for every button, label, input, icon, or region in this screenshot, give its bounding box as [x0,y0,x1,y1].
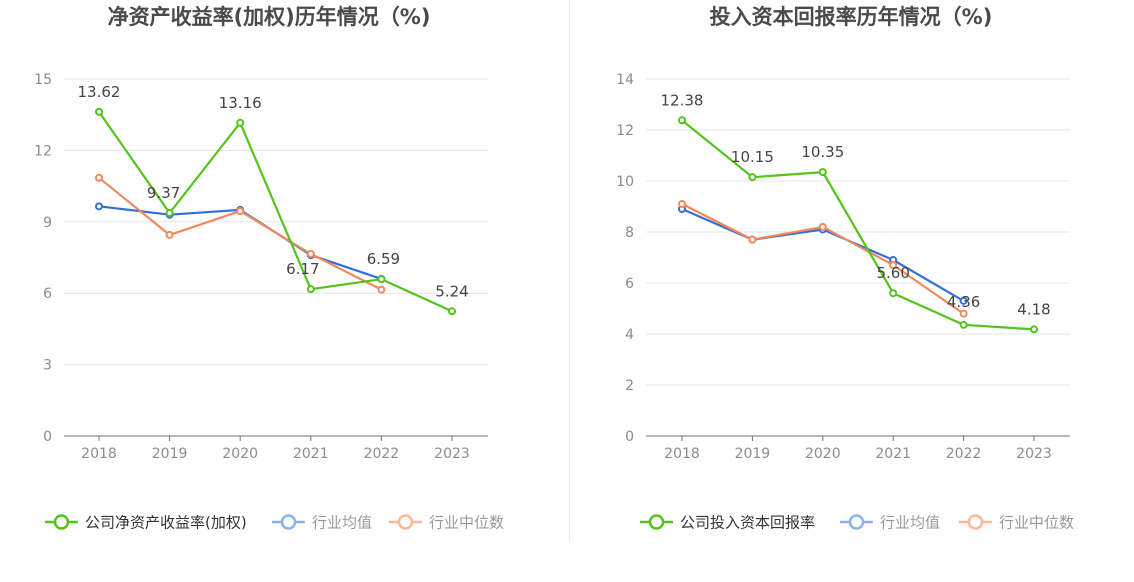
chart-2: 投入资本回报率历年情况（%) 0 2 4 6 8 10 12 14 2018 2019 2020 202… [616,5,1074,532]
y-tick-label: 3 [43,358,52,374]
series-line-3 [98,176,382,291]
data-label: 10.35 [801,143,844,161]
y-tick-label: 14 [616,72,634,88]
y-tick-label: 9 [43,215,52,231]
x-tick-label: 2023 [434,446,470,462]
legend-marker [397,514,414,530]
data-label: 5.60 [876,264,909,282]
legend-item-3[interactable]: 行业中位数 [959,514,1074,532]
data-point[interactable] [889,289,898,298]
series-line-1 [98,111,453,313]
x-tick-label: 2018 [664,446,700,462]
data-point[interactable] [306,285,315,294]
legend-marker [53,514,70,530]
y-tick-label: 4 [625,327,634,343]
x-tick-label: 2021 [293,446,329,462]
data-point[interactable] [959,320,968,329]
legend-marker [967,514,984,530]
data-label: 6.59 [367,250,400,268]
series-line-3 [681,202,965,315]
data-label: 9.37 [147,184,180,202]
legend-marker [848,514,865,530]
data-point[interactable] [95,202,103,211]
data-point[interactable] [236,207,245,216]
series-line-1 [681,119,1035,331]
data-point[interactable] [165,230,174,239]
y-tick-label: 12 [616,123,634,139]
data-point[interactable] [95,173,103,182]
legend-label: 公司投入资本回报率 [680,514,815,532]
y-tick-label: 12 [34,143,52,159]
legend-marker [648,514,665,530]
data-point[interactable] [377,285,386,294]
data-point[interactable] [959,296,968,305]
data-point[interactable] [959,309,968,318]
legend-label: 行业中位数 [429,514,504,532]
data-point[interactable] [236,118,245,127]
data-point[interactable] [748,235,757,244]
data-point[interactable] [748,173,757,182]
x-tick-label: 2019 [152,446,188,462]
data-point[interactable] [818,222,827,231]
data-point[interactable] [1030,325,1038,334]
legend-label: 公司净资产收益率(加权) [85,514,247,532]
data-point[interactable] [889,261,898,270]
y-tick-label: 6 [625,276,634,292]
x-tick-label: 2022 [364,446,400,462]
y-tick-label: 15 [34,72,52,88]
x-tick-label: 2022 [946,446,982,462]
y-tick-label: 0 [43,429,52,445]
legend-label: 行业均值 [880,514,940,532]
chart-title: 净资产收益率(加权)历年情况（%) [108,5,431,29]
chart-1: 净资产收益率(加权)历年情况（%) 0 3 6 9 12 15 2018 2019 2020 202… [34,5,504,532]
legend-item-3[interactable]: 行业中位数 [389,514,504,532]
data-point[interactable] [377,275,386,284]
data-point[interactable] [95,107,103,116]
y-tick-label: 2 [625,378,634,394]
data-label: 10.15 [731,148,774,166]
x-tick-label: 2020 [222,446,258,462]
legend-marker [280,514,297,530]
x-tick-label: 2019 [735,446,771,462]
data-label: 13.62 [78,83,121,101]
data-label: 4.36 [947,293,980,311]
data-point[interactable] [678,199,686,208]
data-point[interactable] [818,168,827,177]
chart-title: 投入资本回报率历年情况（%) [710,5,993,29]
data-point[interactable] [165,208,174,217]
panel-divider [569,0,570,542]
x-tick-label: 2021 [875,446,911,462]
y-tick-label: 10 [616,174,634,190]
data-label: 5.24 [435,282,468,300]
legend-item-1[interactable]: 公司净资产收益率(加权) [45,514,247,532]
legend-label: 行业均值 [312,514,372,532]
legend-item-2[interactable]: 行业均值 [840,514,940,532]
data-point[interactable] [306,249,315,258]
data-label: 4.18 [1017,300,1050,318]
series-line-2 [681,207,965,302]
legend-item-2[interactable]: 行业均值 [272,514,372,532]
data-label: 12.38 [661,91,704,109]
legend-item-1[interactable]: 公司投入资本回报率 [640,514,815,532]
data-point[interactable] [678,116,686,125]
data-point[interactable] [448,307,456,316]
y-tick-label: 0 [625,429,634,445]
y-tick-label: 6 [43,286,52,302]
y-tick-label: 8 [625,225,634,241]
data-label: 6.17 [286,260,319,278]
x-tick-label: 2023 [1016,446,1052,462]
x-tick-label: 2020 [805,446,841,462]
data-label: 13.16 [219,94,262,112]
legend-label: 行业中位数 [999,514,1074,532]
x-tick-label: 2018 [81,446,117,462]
